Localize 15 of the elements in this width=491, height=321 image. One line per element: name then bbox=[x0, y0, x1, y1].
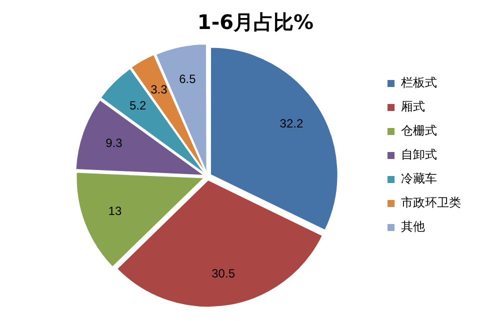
data-label: 32.2 bbox=[280, 116, 304, 130]
data-label: 13 bbox=[108, 204, 122, 218]
legend-label: 厢式 bbox=[401, 100, 425, 114]
legend-label: 冷藏车 bbox=[401, 172, 437, 186]
legend-label: 自卸式 bbox=[401, 148, 437, 162]
legend-label: 仓栅式 bbox=[401, 124, 437, 138]
legend-label: 栏板式 bbox=[400, 76, 437, 90]
data-label: 3.3 bbox=[150, 82, 168, 96]
data-label: 5.2 bbox=[130, 98, 147, 112]
data-label: 9.3 bbox=[106, 136, 123, 150]
legend-label: 其他 bbox=[401, 220, 425, 234]
data-label: 6.5 bbox=[179, 72, 196, 86]
legend-label: 市政环卫类 bbox=[401, 196, 461, 210]
data-label: 30.5 bbox=[212, 266, 236, 281]
chart-title: 1-6月占比% bbox=[197, 10, 314, 34]
